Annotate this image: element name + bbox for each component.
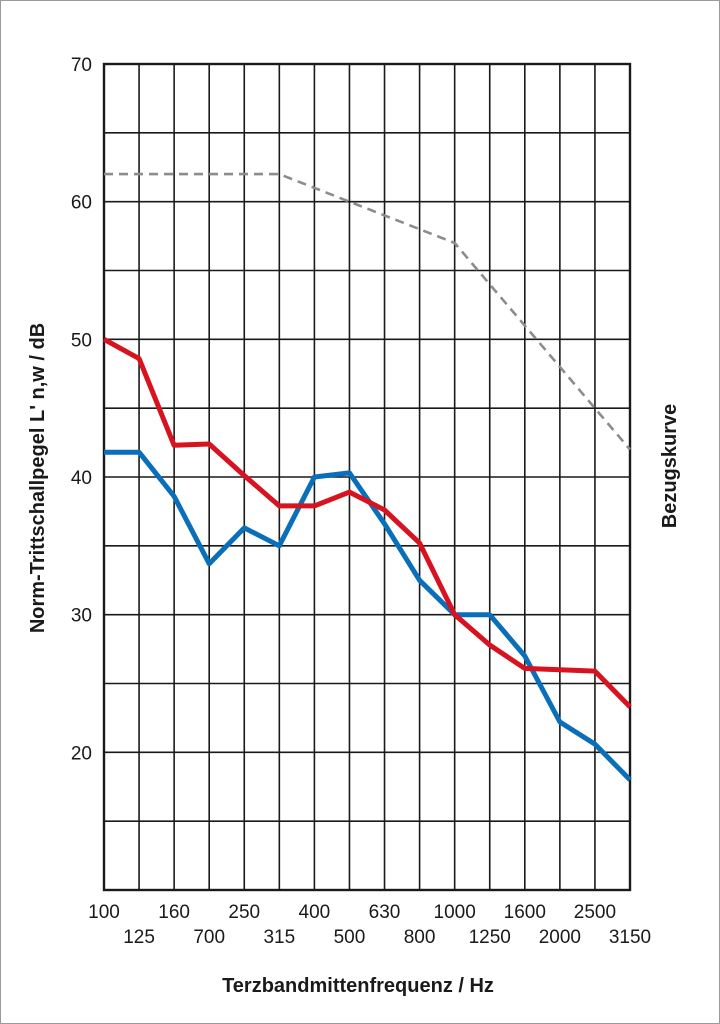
x-tick-label: 125 (123, 927, 155, 948)
x-tick-label: 400 (299, 902, 331, 923)
x-tick-label: 160 (158, 902, 190, 923)
y-tick-label: 40 (71, 468, 92, 489)
y-tick-labels: 20 30 40 50 60 70 (71, 55, 92, 764)
y-tick-label: 20 (71, 743, 92, 764)
grid (102, 62, 632, 892)
x-tick-label: 1600 (504, 902, 546, 923)
x-tick-label: 500 (334, 927, 366, 948)
x-tick-label: 700 (193, 927, 225, 948)
x-tick-label: 3150 (609, 927, 651, 948)
y-tick-label: 50 (71, 330, 92, 351)
series-line-red (102, 337, 632, 709)
x-tick-labels: 100 160 250 400 630 1000 1600 2500 125 700 315 500 8… (88, 902, 651, 948)
reference-curve-line (104, 172, 631, 451)
y-tick-label: 70 (71, 55, 92, 76)
x-tick-label: 2500 (574, 902, 616, 923)
x-tick-label: 315 (263, 927, 295, 948)
y-tick-label: 60 (71, 193, 92, 214)
x-tick-label: 630 (369, 902, 401, 923)
x-tick-label: 250 (228, 902, 260, 923)
x-tick-label: 2000 (539, 927, 581, 948)
x-tick-label: 800 (404, 927, 436, 948)
series-lines (102, 172, 632, 782)
y-axis-title: Norm-Trittschallpegel L' n,w / dB (27, 323, 49, 633)
plot-area-border (102, 62, 632, 892)
x-tick-label: 1250 (469, 927, 511, 948)
reference-curve-label: Bezugskurve (659, 404, 681, 529)
x-axis-title: Terzbandmittenfrequenz / Hz (222, 975, 494, 997)
x-tick-label: 1000 (434, 902, 476, 923)
x-tick-label: 100 (88, 902, 120, 923)
y-tick-label: 30 (71, 606, 92, 627)
